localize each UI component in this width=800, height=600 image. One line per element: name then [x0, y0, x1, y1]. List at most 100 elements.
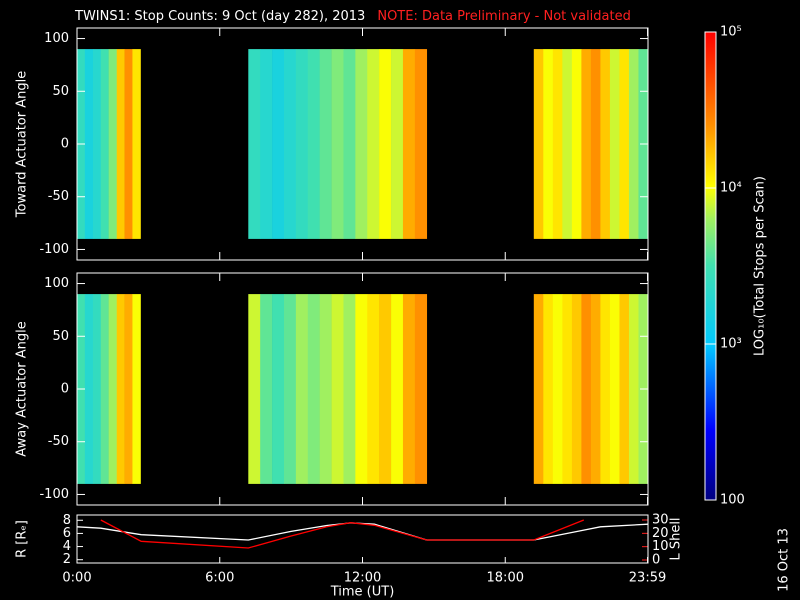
heatmap-cell [319, 49, 332, 239]
heatmap-cell [552, 294, 563, 484]
heatmap-cell [283, 294, 297, 484]
y-tick-label: 8 [63, 513, 71, 528]
heatmap-cell [355, 49, 368, 239]
heatmap-cell [391, 49, 404, 239]
heatmap-cell [533, 294, 544, 484]
heatmap-cell [402, 49, 416, 239]
heatmap-cell [319, 294, 332, 484]
heatmap-cell [543, 49, 554, 239]
x-tick-label: 0:00 [62, 571, 91, 586]
heatmap-cell [628, 49, 639, 239]
y-tick-label: 100 [44, 31, 69, 46]
heatmap-cell [355, 294, 368, 484]
colorbar-tick-label: 100 [720, 493, 745, 508]
heatmap-cell [100, 294, 109, 484]
y-tick-label: -50 [48, 434, 69, 449]
heatmap-cell [571, 49, 582, 239]
heatmap-cell [600, 49, 611, 239]
heatmap-cell [590, 294, 601, 484]
heatmap-cell [552, 49, 563, 239]
x-tick-label: 12:00 [344, 571, 381, 586]
heatmap-cell [124, 49, 133, 239]
y2-tick-label: 30 [652, 513, 669, 528]
plot-frame [76, 27, 649, 261]
y-tick-label: 2 [63, 552, 71, 567]
heatmap-cell [543, 294, 554, 484]
heatmap-cell [562, 49, 573, 239]
colorbar-tick-label: 10⁵ [720, 25, 742, 40]
heatmap-cell [124, 294, 133, 484]
x-tick-label: 23:59 [629, 571, 666, 586]
heatmap-cell [581, 49, 592, 239]
heatmap-cell [307, 49, 320, 239]
y2-tick-label: 10 [652, 539, 669, 554]
heatmap-cell [295, 49, 309, 239]
heatmap-cell [84, 294, 94, 484]
y-tick-label: 100 [44, 276, 69, 291]
heatmap-cell [562, 294, 573, 484]
heatmap-cell [272, 49, 285, 239]
heatmap-cell [100, 49, 109, 239]
heatmap-cell [260, 294, 273, 484]
y-tick-label: 0 [61, 382, 69, 397]
heatmap-cell [132, 294, 141, 484]
colorbar-tick-label: 10⁴ [720, 181, 742, 196]
heatmap-cell [414, 294, 428, 484]
y-tick-label: -100 [39, 242, 69, 257]
heatmap-cell [272, 294, 285, 484]
series-line [100, 519, 585, 549]
heatmap-cell [402, 294, 416, 484]
x-tick-label: 18:00 [487, 571, 524, 586]
y-tick-label: 6 [63, 526, 71, 541]
colorbar [704, 31, 717, 501]
heatmap-cell [116, 294, 125, 484]
heatmap-cell [92, 294, 102, 484]
heatmap-cell [343, 49, 356, 239]
title: TWINS1: Stop Counts: 9 Oct (day 282), 20… [74, 9, 631, 24]
heatmap-cell [619, 49, 630, 239]
y2-tick-label: 0 [652, 553, 660, 568]
heatmap-cell [108, 49, 118, 239]
y-tick-label: 4 [63, 539, 71, 554]
heatmap-cell [609, 49, 620, 239]
heatmap-cell [367, 49, 380, 239]
heatmap-cell [581, 294, 592, 484]
heatmap-cell [132, 49, 141, 239]
heatmap-cell [600, 294, 611, 484]
plot-frame [76, 514, 649, 564]
plot-frame [76, 272, 649, 506]
heatmap-cell [248, 49, 261, 239]
heatmap-cell [619, 294, 630, 484]
heatmap-cell [367, 294, 380, 484]
heatmap-cell [84, 49, 94, 239]
heatmap-cell [248, 294, 261, 484]
heatmap-cell [414, 49, 428, 239]
x-axis-label: Time (UT) [330, 585, 395, 600]
y-tick-label: 50 [52, 329, 69, 344]
annotation: 16 Oct 13 [777, 528, 792, 592]
colorbar-label: LOG₁₀(Total Stops per Scan) [753, 176, 768, 356]
y-tick-label: -50 [48, 189, 69, 204]
y-tick-label: 0 [61, 137, 69, 152]
y-axis-label: Away Actuator Angle [15, 321, 30, 456]
heatmap-cell [391, 294, 404, 484]
heatmap-cell [331, 49, 344, 239]
heatmap-cell [92, 49, 102, 239]
y2-axis-label: L Shell [669, 517, 684, 560]
y2-tick-label: 20 [652, 526, 669, 541]
x-tick-label: 6:00 [205, 571, 234, 586]
chart-title: TWINS1: Stop Counts: 9 Oct (day 282), 20… [74, 9, 365, 24]
y-axis-label: Toward Actuator Angle [15, 71, 30, 218]
note: NOTE: Data Preliminary - Not validated [377, 9, 631, 24]
y-tick-label: -100 [39, 487, 69, 502]
heatmap-cell [343, 294, 356, 484]
y-axis-label: R [Rₑ] [15, 520, 30, 558]
heatmap-cell [295, 294, 309, 484]
heatmap-cell [108, 294, 118, 484]
heatmap-cell [628, 294, 639, 484]
heatmap-cell [307, 294, 320, 484]
heatmap-cell [260, 49, 273, 239]
heatmap-cell [283, 49, 297, 239]
heatmap-cell [379, 49, 392, 239]
